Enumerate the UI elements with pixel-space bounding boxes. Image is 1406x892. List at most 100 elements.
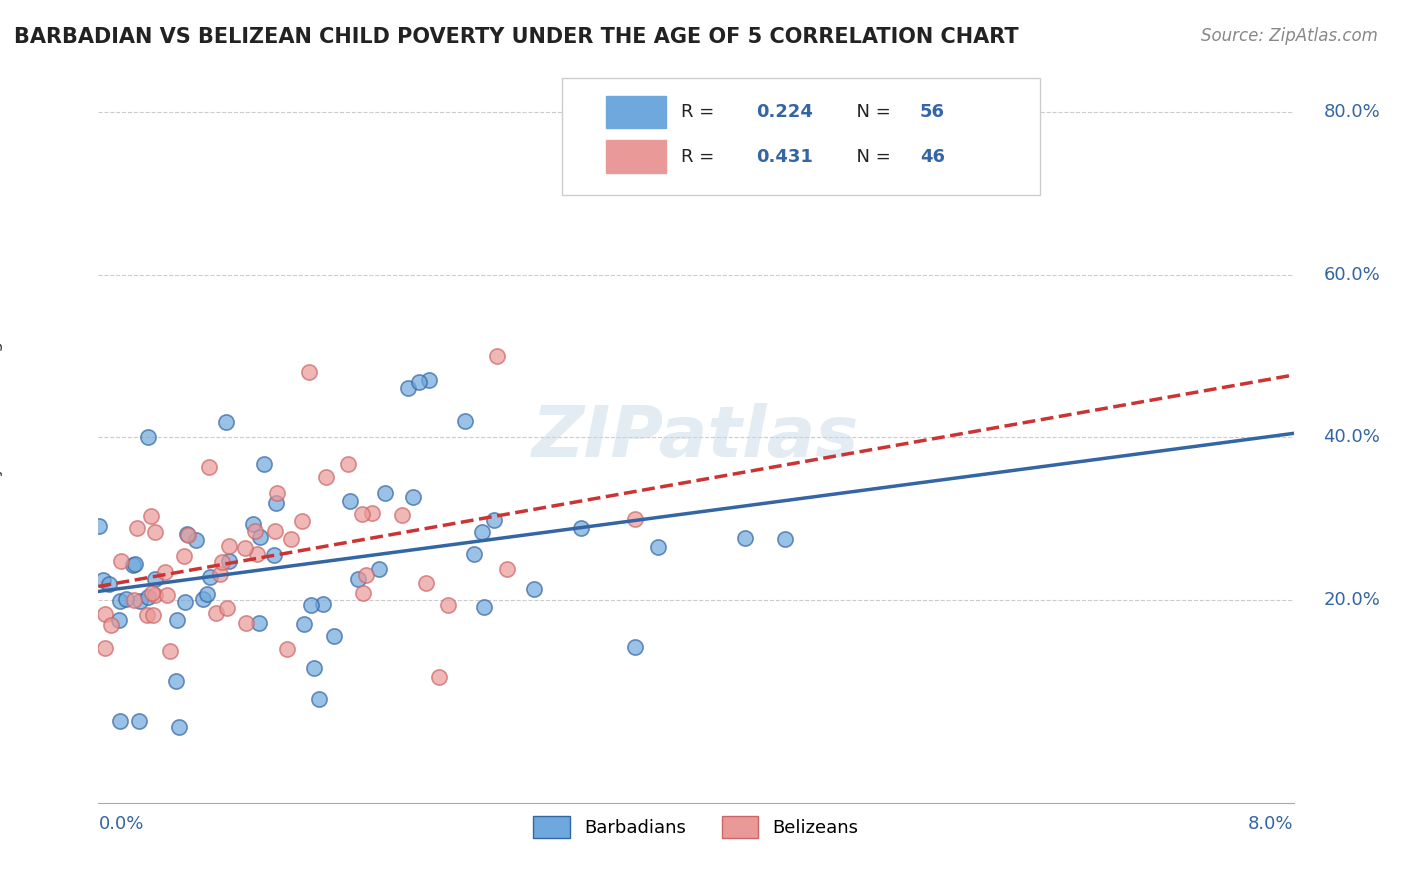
Point: [264, 524, 287, 538]
Text: R =: R =: [681, 103, 720, 121]
Point: [125, 521, 148, 535]
Point: [266, 486, 288, 500]
Text: 56: 56: [920, 103, 945, 121]
Point: [312, 597, 335, 611]
Point: [322, 628, 344, 642]
Point: [623, 512, 645, 526]
Point: [142, 607, 165, 622]
Point: [775, 532, 797, 546]
Point: [156, 588, 179, 602]
Point: [218, 554, 240, 568]
Point: [249, 530, 271, 544]
Point: [402, 490, 425, 504]
Point: [215, 601, 238, 615]
Point: [485, 349, 508, 363]
Point: [247, 616, 270, 631]
Point: [110, 554, 132, 568]
Text: ZIPatlas: ZIPatlas: [533, 402, 859, 472]
Bar: [606, 95, 666, 128]
Point: [292, 616, 315, 631]
Point: [496, 562, 519, 576]
Point: [734, 531, 756, 545]
Point: [110, 714, 132, 728]
Point: [302, 661, 325, 675]
Legend: Barbadians, Belizeans: Barbadians, Belizeans: [526, 808, 866, 845]
Text: 60.0%: 60.0%: [1323, 266, 1381, 284]
Point: [523, 582, 546, 597]
Point: [291, 514, 314, 528]
Bar: [606, 140, 666, 173]
Point: [235, 615, 257, 630]
Point: [437, 598, 460, 612]
Point: [108, 594, 131, 608]
Text: N =: N =: [845, 148, 897, 166]
Point: [242, 516, 264, 531]
Point: [253, 457, 276, 471]
Point: [463, 547, 485, 561]
Point: [471, 524, 494, 539]
Point: [205, 606, 228, 620]
Point: [352, 585, 374, 599]
Point: [215, 415, 238, 429]
Point: [391, 508, 413, 522]
Point: [165, 674, 187, 689]
Point: [454, 414, 477, 428]
Point: [374, 485, 396, 500]
Point: [415, 576, 437, 591]
Point: [339, 494, 361, 508]
Point: [145, 572, 167, 586]
Point: [623, 640, 645, 655]
Point: [195, 587, 218, 601]
Point: [299, 598, 322, 612]
Text: 20.0%: 20.0%: [1323, 591, 1381, 608]
Point: [89, 519, 111, 533]
Point: [276, 642, 298, 657]
Point: [159, 644, 181, 658]
Point: [191, 592, 214, 607]
Point: [243, 524, 266, 538]
Text: 46: 46: [920, 148, 945, 166]
Text: R =: R =: [681, 148, 720, 166]
Text: 0.224: 0.224: [756, 103, 813, 121]
Point: [121, 558, 143, 572]
Point: [352, 507, 374, 521]
Text: 0.0%: 0.0%: [98, 815, 143, 833]
Point: [298, 365, 321, 379]
Point: [139, 508, 162, 523]
Point: [336, 457, 359, 471]
Point: [280, 532, 302, 546]
Text: N =: N =: [845, 103, 897, 121]
Point: [108, 613, 131, 627]
Text: 40.0%: 40.0%: [1323, 428, 1381, 446]
Point: [408, 375, 430, 389]
Point: [246, 547, 269, 561]
Point: [167, 720, 190, 734]
Text: Source: ZipAtlas.com: Source: ZipAtlas.com: [1201, 27, 1378, 45]
Point: [263, 548, 285, 562]
Point: [141, 586, 163, 600]
Text: BARBADIAN VS BELIZEAN CHILD POVERTY UNDER THE AGE OF 5 CORRELATION CHART: BARBADIAN VS BELIZEAN CHILD POVERTY UNDE…: [14, 27, 1019, 46]
Point: [94, 607, 117, 621]
Point: [346, 573, 368, 587]
Point: [124, 557, 146, 571]
Point: [136, 608, 159, 623]
Point: [128, 714, 150, 729]
Point: [427, 670, 450, 684]
Point: [569, 521, 592, 535]
Point: [98, 577, 121, 591]
Point: [218, 540, 240, 554]
Point: [396, 381, 419, 395]
Text: 80.0%: 80.0%: [1323, 103, 1381, 121]
Point: [354, 567, 377, 582]
Point: [166, 613, 188, 627]
Point: [184, 533, 207, 548]
Point: [91, 573, 114, 587]
Point: [129, 594, 152, 608]
Point: [136, 590, 159, 604]
Point: [94, 641, 117, 656]
FancyBboxPatch shape: [561, 78, 1039, 194]
Point: [361, 506, 384, 520]
Point: [368, 562, 391, 576]
Point: [418, 373, 440, 387]
Point: [145, 524, 167, 539]
